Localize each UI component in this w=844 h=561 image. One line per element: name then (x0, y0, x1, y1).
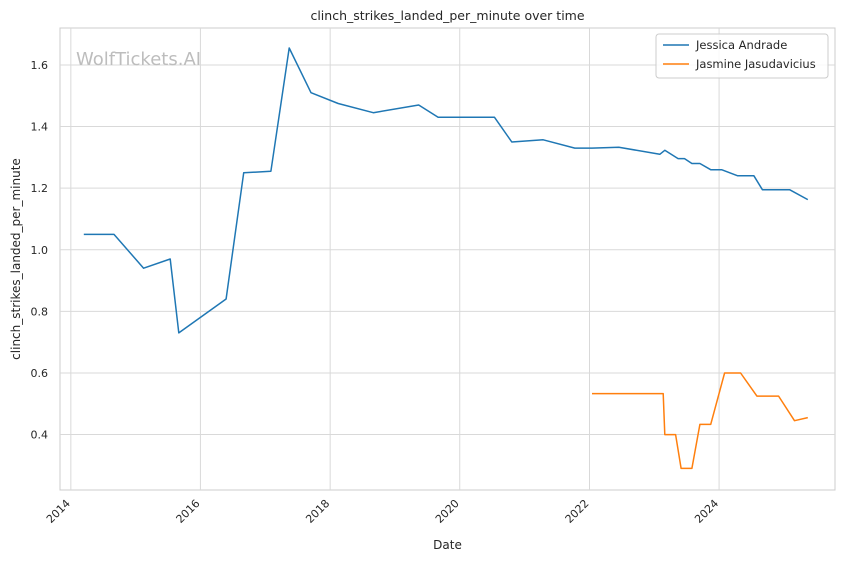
chart-title: clinch_strikes_landed_per_minute over ti… (310, 8, 584, 23)
y-gridlines (60, 64, 835, 436)
y-tick-label: 0.4 (31, 429, 49, 442)
legend-box (655, 33, 829, 79)
watermark-text: WolfTickets.AI (76, 49, 201, 70)
x-tick-labels: 2014 2016 2018 2020 2022 2024 (44, 497, 721, 526)
legend-label-jessica-andrade: Jessica Andrade (695, 38, 787, 52)
y-tick-label: 0.6 (31, 367, 49, 380)
x-tick-label: 2014 (44, 497, 73, 526)
x-axis-label: Date (433, 538, 462, 552)
x-gridlines (70, 28, 720, 490)
legend: Jessica Andrade Jasmine Jasudavicius (655, 33, 829, 79)
x-tick-label: 2016 (174, 497, 203, 526)
y-tick-labels: 0.4 0.6 0.8 1.0 1.2 1.4 1.6 (31, 59, 49, 442)
y-tick-label: 1.6 (31, 59, 49, 72)
x-tick-label: 2020 (433, 497, 462, 526)
y-tick-label: 1.4 (31, 121, 49, 134)
legend-label-jasmine-jasudavicius: Jasmine Jasudavicius (695, 57, 816, 71)
plot-area (59, 27, 836, 491)
series-lines (83, 47, 809, 470)
y-tick-label: 1.2 (31, 182, 49, 195)
x-tick-label: 2018 (303, 497, 332, 526)
x-tick-label: 2022 (563, 497, 592, 526)
y-tick-label: 0.8 (31, 305, 49, 318)
y-tick-label: 1.0 (31, 244, 49, 257)
y-axis-label: clinch_strikes_landed_per_minute (9, 158, 23, 360)
series-line-jessica-andrade (83, 47, 809, 334)
x-tick-label: 2024 (692, 497, 721, 526)
series-line-jasmine-jasudavicius (592, 372, 808, 470)
